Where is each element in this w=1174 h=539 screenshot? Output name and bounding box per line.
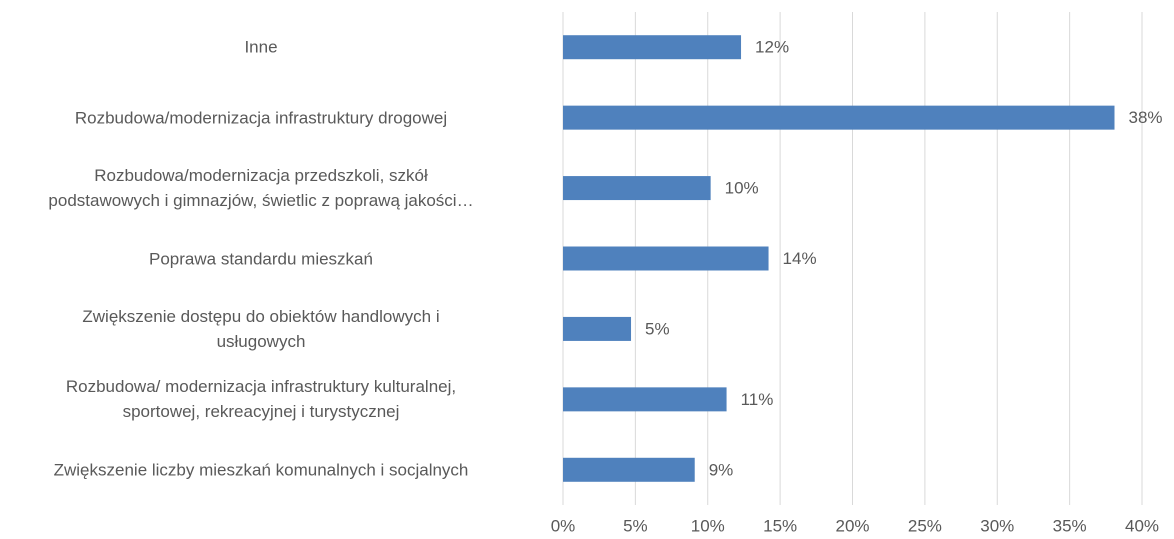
y-tick-label: Poprawa standardu mieszkań [149,249,373,268]
x-tick-label: 40% [1125,516,1159,535]
y-tick-label: Rozbudowa/modernizacja przedszkoli, szkó… [48,166,474,211]
bar [563,457,695,482]
data-label: 11% [741,390,774,409]
x-tick-label: 5% [623,516,648,535]
y-tick-label: Rozbudowa/modernizacja infrastruktury dr… [74,108,448,128]
bar [563,246,769,271]
bar [563,316,632,341]
data-label: 14% [783,249,817,268]
y-tick-label: Rozbudowa/ modernizacja infrastruktury k… [65,377,457,422]
x-tick-label: 0% [551,516,576,535]
bar [563,387,727,412]
bar [563,35,742,60]
data-label: 38% [1128,108,1162,127]
x-tick-label: 30% [980,516,1014,535]
x-tick-label: 35% [1053,516,1087,535]
data-label: 9% [709,460,734,479]
bar [563,176,711,201]
data-label: 10% [725,179,759,198]
bar [563,105,1115,130]
x-tick-label: 15% [763,516,797,535]
x-tick-label: 20% [835,516,869,535]
x-tick-label: 25% [908,516,942,535]
data-label: 12% [755,38,789,57]
x-tick-label: 10% [691,516,725,535]
y-tick-label: Inne [244,37,278,57]
y-tick-label: Zwiększenie liczby mieszkań komunalnych … [53,460,469,480]
data-label: 5% [645,319,670,338]
y-tick-label: Zwiększenie dostępu do obiektów handlowy… [82,306,440,351]
